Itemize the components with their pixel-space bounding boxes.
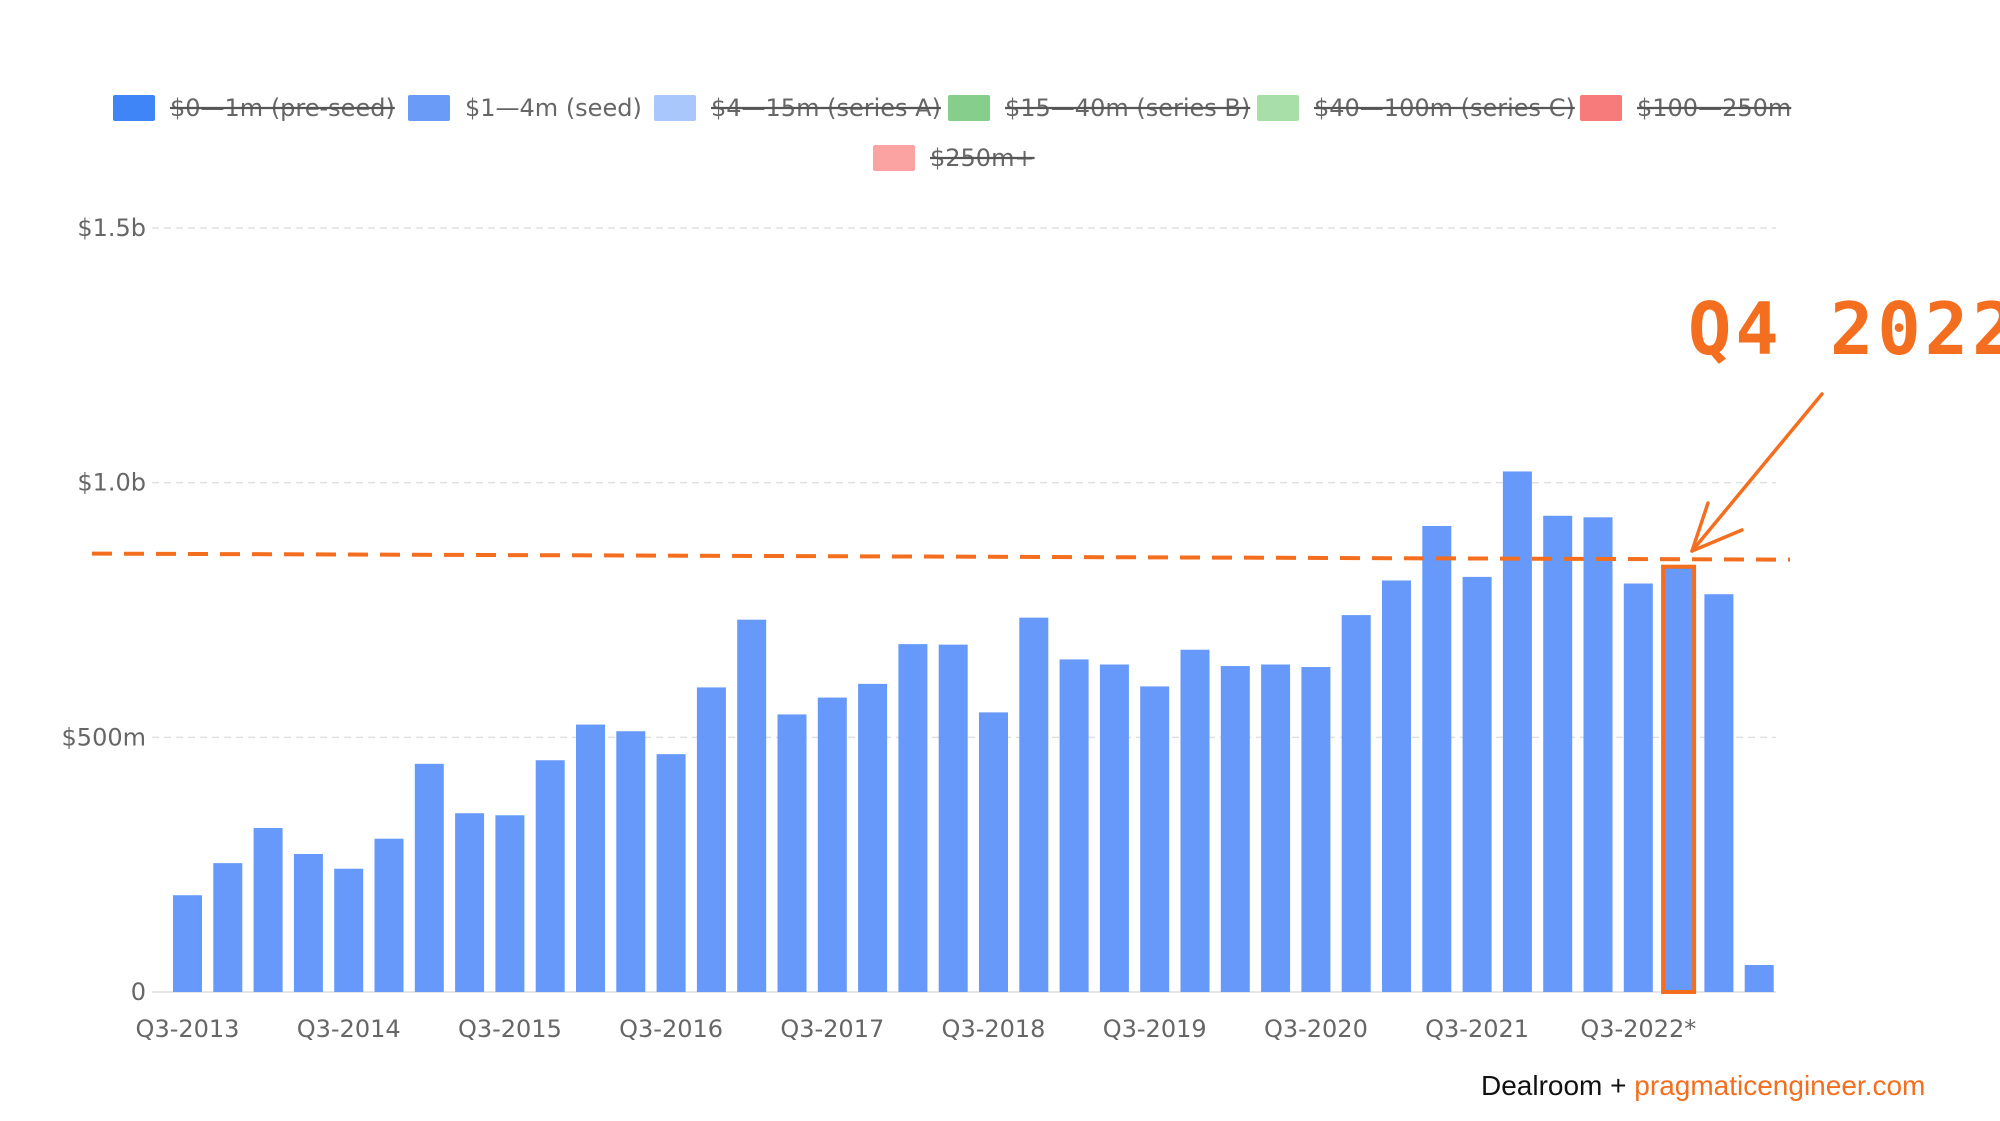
bar[interactable] (1220, 666, 1250, 992)
legend-item[interactable]: $40—100m (series C) (1257, 94, 1575, 122)
bar[interactable] (535, 760, 565, 992)
bar[interactable] (576, 724, 605, 992)
bar[interactable] (374, 838, 404, 992)
bar[interactable] (1704, 594, 1734, 992)
bar[interactable] (334, 868, 364, 992)
bar[interactable] (1543, 515, 1573, 992)
x-tick-label: Q3-2015 (458, 1015, 562, 1043)
bar[interactable] (696, 687, 726, 992)
y-tick-label: $1.5b (77, 214, 146, 242)
bar[interactable] (1382, 580, 1411, 992)
legend-swatch (408, 95, 450, 121)
bar[interactable] (253, 827, 283, 992)
x-tick-label: Q3-2020 (1264, 1015, 1368, 1043)
bar[interactable] (817, 697, 847, 992)
bar[interactable] (1583, 517, 1613, 992)
bar[interactable] (213, 863, 243, 992)
legend-item[interactable]: $1—4m (seed) (408, 94, 642, 122)
legend-item[interactable]: $4—15m (series A) (654, 94, 941, 122)
legend-swatch (113, 95, 155, 121)
x-tick-label: Q3-2021 (1425, 1015, 1529, 1043)
y-tick-label: 0 (131, 978, 146, 1006)
bar[interactable] (1261, 664, 1291, 992)
source-credit: Dealroom + pragmaticengineer.com (1481, 1070, 1925, 1102)
legend-swatch (1257, 95, 1299, 121)
y-tick-label: $1.0b (77, 469, 146, 497)
bar[interactable] (616, 731, 646, 992)
x-tick-label: Q3-2018 (942, 1015, 1046, 1043)
bar[interactable] (1623, 583, 1653, 992)
credit-prefix: Dealroom + (1481, 1070, 1627, 1101)
x-tick-label: Q3-2013 (136, 1015, 240, 1043)
bar[interactable] (455, 813, 485, 992)
bar[interactable] (1422, 525, 1452, 992)
x-tick-label: Q3-2022* (1580, 1015, 1696, 1043)
y-axis-ticks: 0 $500m $1.0b $1.5b (62, 214, 146, 1006)
legend-item[interactable]: $0—1m (pre-seed) (113, 94, 395, 122)
x-tick-label: Q3-2017 (780, 1015, 884, 1043)
bar[interactable] (1099, 664, 1129, 992)
bar[interactable] (1341, 615, 1371, 992)
legend: $0—1m (pre-seed) $1—4m (seed) $4—15m (seri… (113, 94, 1792, 172)
bar[interactable] (293, 853, 323, 992)
bar[interactable] (1019, 617, 1049, 992)
bar[interactable] (938, 644, 968, 992)
credit-site-link[interactable]: pragmaticengineer.com (1634, 1070, 1926, 1101)
bar[interactable] (1462, 576, 1492, 992)
bar[interactable] (1664, 566, 1694, 992)
bar[interactable] (656, 754, 686, 992)
bar[interactable] (898, 644, 928, 992)
bar[interactable] (1140, 686, 1170, 992)
legend-swatch (1580, 95, 1622, 121)
bar[interactable] (979, 712, 1008, 992)
highlight-box (1661, 564, 1697, 994)
y-tick-label: $500m (62, 723, 146, 751)
annotation-layer: Q4 2022 (91, 287, 2000, 994)
bar[interactable] (414, 763, 444, 992)
legend-item[interactable]: $15—40m (series B) (948, 94, 1251, 122)
bar[interactable] (737, 619, 767, 992)
bar[interactable] (1301, 667, 1331, 992)
legend-item[interactable]: $100—250m (1580, 94, 1792, 122)
arrow-head (1690, 501, 1744, 553)
annotation-label: Q4 2022 (1688, 287, 2000, 371)
legend-label: $1—4m (seed) (465, 94, 642, 122)
legend-swatch (654, 95, 696, 121)
x-axis-ticks: Q3-2013 Q3-2014 Q3-2015 Q3-2016 Q3-2017 Q3-20… (136, 1015, 1697, 1043)
bars (173, 471, 1774, 993)
bar[interactable] (1744, 965, 1774, 992)
x-tick-label: Q3-2019 (1103, 1015, 1207, 1043)
legend-swatch (948, 95, 990, 121)
legend-swatch (873, 145, 915, 171)
reference-dashed-line (91, 551, 1791, 562)
x-tick-label: Q3-2014 (297, 1015, 401, 1043)
bar[interactable] (1059, 659, 1089, 992)
bar[interactable] (495, 815, 525, 992)
bar[interactable] (173, 895, 202, 992)
bar[interactable] (1502, 471, 1532, 993)
bar[interactable] (1180, 649, 1210, 992)
arrow-shaft (1690, 392, 1824, 553)
legend-item[interactable]: $250m+ (873, 144, 1035, 172)
bar[interactable] (858, 683, 888, 992)
x-tick-label: Q3-2016 (619, 1015, 723, 1043)
bar[interactable] (777, 714, 807, 992)
